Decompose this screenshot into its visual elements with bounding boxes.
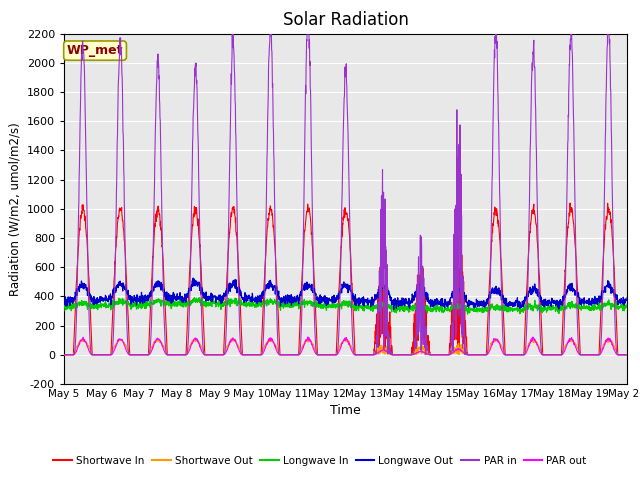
Text: WP_met: WP_met — [67, 44, 124, 57]
Legend: Shortwave In, Shortwave Out, Longwave In, Longwave Out, PAR in, PAR out: Shortwave In, Shortwave Out, Longwave In… — [49, 452, 591, 470]
Y-axis label: Radiation (W/m2, umol/m2/s): Radiation (W/m2, umol/m2/s) — [8, 122, 21, 296]
X-axis label: Time: Time — [330, 405, 361, 418]
Title: Solar Radiation: Solar Radiation — [283, 11, 408, 29]
